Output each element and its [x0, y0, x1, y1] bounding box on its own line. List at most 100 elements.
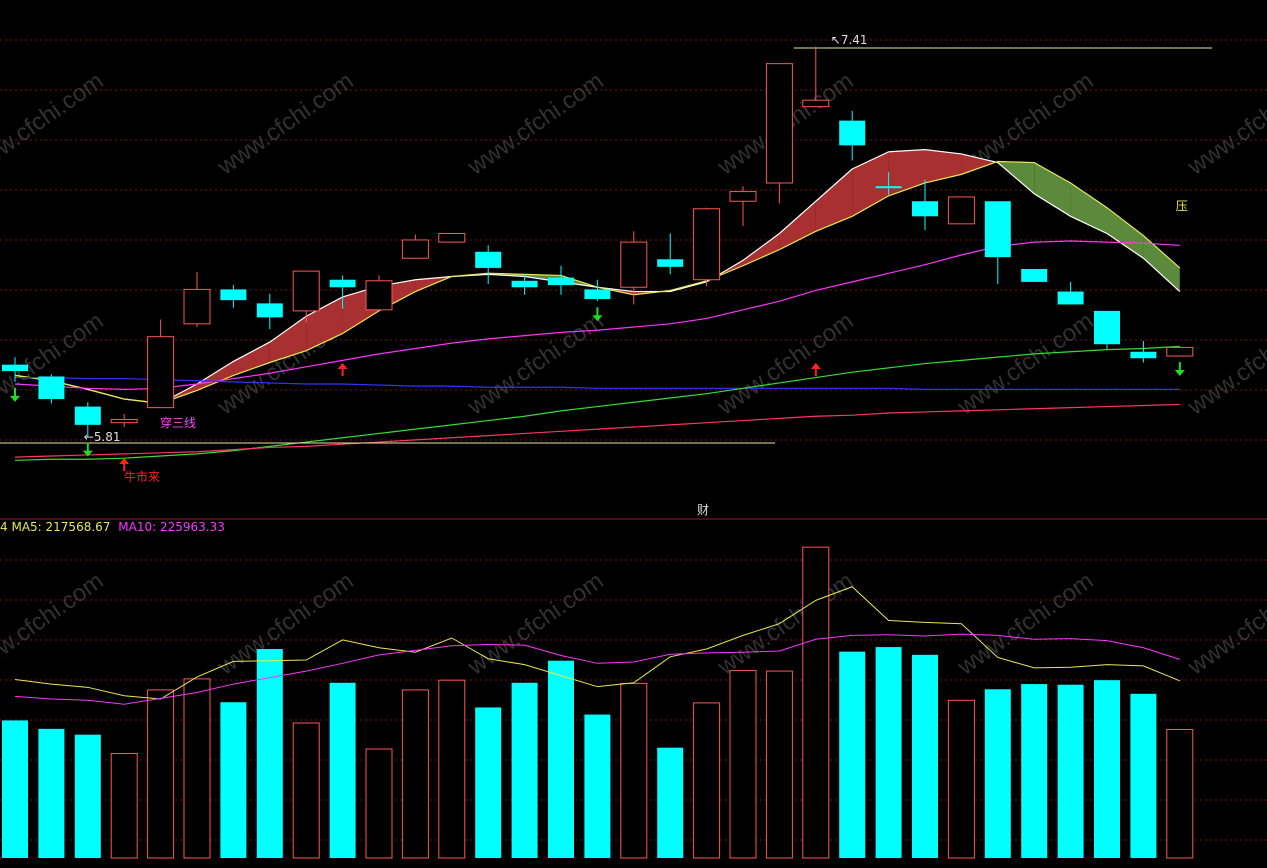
watermark-text: www.cfchi.com	[952, 567, 1098, 681]
watermark-text: www.cfchi.com	[0, 307, 108, 421]
ribbon-fill	[743, 233, 780, 266]
signal-arrow-down-icon	[592, 315, 603, 322]
volume-bar	[1130, 693, 1157, 858]
annotation-chuan-san-xian: 穿三线	[160, 415, 196, 430]
candle-body	[984, 201, 1011, 258]
candle-body	[147, 336, 175, 409]
volume-bar	[802, 546, 830, 859]
candle-body	[292, 270, 320, 312]
ribbon-fill	[233, 342, 270, 376]
annotation-ya: 压	[1176, 199, 1188, 213]
reference-lines	[0, 47, 1212, 444]
grid-lines	[0, 39, 1267, 841]
blue-ma-line	[15, 376, 1180, 390]
volume-bar	[38, 728, 65, 858]
volume-bar	[183, 678, 211, 859]
volume-bar	[1094, 680, 1120, 858]
watermark-text: www.cfchi.com	[462, 307, 608, 421]
volume-bar	[620, 682, 648, 859]
candle-body	[401, 239, 429, 259]
high-value-label: ↖7.41	[831, 33, 868, 47]
candle-body	[875, 186, 902, 189]
ribbon-fill	[1143, 235, 1180, 292]
candle-body	[657, 259, 684, 267]
signal-arrow-down-icon	[10, 395, 20, 402]
ribbon-fill	[815, 169, 853, 232]
watermark-text: www.cfchi.com	[1182, 567, 1267, 681]
volume-bar	[438, 679, 466, 859]
candle-body	[183, 288, 211, 325]
candle-body	[1166, 346, 1194, 357]
candle-body	[329, 279, 356, 288]
watermark-text: www.cfchi.com	[1182, 67, 1267, 181]
volume-bar	[110, 753, 138, 859]
volume-ma-lines	[14, 586, 1180, 705]
candle-body	[765, 63, 793, 184]
annotation-cai: 财	[697, 503, 709, 517]
candles	[2, 46, 1194, 437]
volume-bar	[256, 649, 283, 858]
watermark-text: www.cfchi.com	[0, 67, 108, 181]
candle-body	[548, 277, 574, 286]
watermark-text: www.cfchi.com	[212, 567, 358, 681]
watermark-text: www.cfchi.com	[0, 567, 108, 681]
candle-body	[438, 233, 466, 243]
candle-body	[620, 241, 648, 288]
volume-bar	[1057, 684, 1084, 858]
candle-body	[511, 280, 538, 288]
candle-body	[693, 208, 721, 281]
signal-arrow-down-icon	[1174, 370, 1185, 377]
volume-bar	[912, 654, 938, 858]
watermark-text: www.cfchi.com	[1182, 307, 1267, 421]
signal-arrow-up-icon	[337, 363, 348, 369]
candle-body	[365, 280, 393, 311]
ribbon-fill	[1107, 207, 1144, 259]
volume-bar	[729, 669, 757, 859]
volume-bar	[693, 702, 721, 859]
volume-bar	[292, 722, 320, 859]
ribbon-fill	[888, 149, 925, 196]
candle-body	[256, 303, 283, 318]
ribbon-fill	[269, 316, 307, 363]
volume-bar	[839, 651, 866, 858]
volume-bar	[74, 734, 101, 858]
volume-bar	[1166, 729, 1194, 859]
ribbon-fill	[925, 149, 962, 183]
volume-bar	[584, 714, 611, 858]
watermark-text: www.cfchi.com	[712, 567, 858, 681]
volume-ma10-line	[14, 633, 1180, 705]
ma10-legend: MA10: 225963.33	[118, 520, 225, 534]
signal-arrow-up-icon	[119, 458, 130, 464]
candle-body	[2, 364, 28, 372]
low-value-label: ←5.81	[84, 430, 121, 444]
volume-bar	[401, 689, 429, 859]
volume-ma5-line	[14, 586, 1180, 700]
ribbon-fill	[1070, 182, 1107, 234]
signal-arrow-up-icon	[810, 363, 821, 369]
candle-body	[110, 418, 138, 424]
candle-body	[220, 289, 247, 301]
candle-body	[1094, 310, 1120, 345]
candle-body	[839, 120, 866, 146]
volume-bar	[220, 702, 247, 858]
volume-bar	[147, 689, 175, 859]
volume-bar	[984, 689, 1011, 858]
candle-body	[947, 196, 975, 225]
candle-body	[584, 289, 611, 300]
volume-bar	[657, 747, 684, 858]
candle-body	[1130, 351, 1157, 359]
candle-body	[912, 201, 938, 217]
signal-arrow-down-icon	[82, 450, 93, 457]
volume-legend-prefix: 4	[0, 520, 8, 534]
ribbon-fill	[1034, 162, 1071, 217]
watermarks: www.cfchi.com www.cfchi.com www.cfchi.com w…	[0, 67, 1267, 681]
watermark-text: www.cfchi.com	[712, 307, 858, 421]
volume-bar	[365, 748, 393, 859]
candle-body	[74, 406, 101, 425]
volume-bar	[329, 682, 356, 858]
pink-ma-line	[14, 403, 1180, 458]
volume-bar	[548, 660, 574, 858]
volume-bars	[2, 546, 1194, 859]
watermark-text: www.cfchi.com	[952, 307, 1098, 421]
